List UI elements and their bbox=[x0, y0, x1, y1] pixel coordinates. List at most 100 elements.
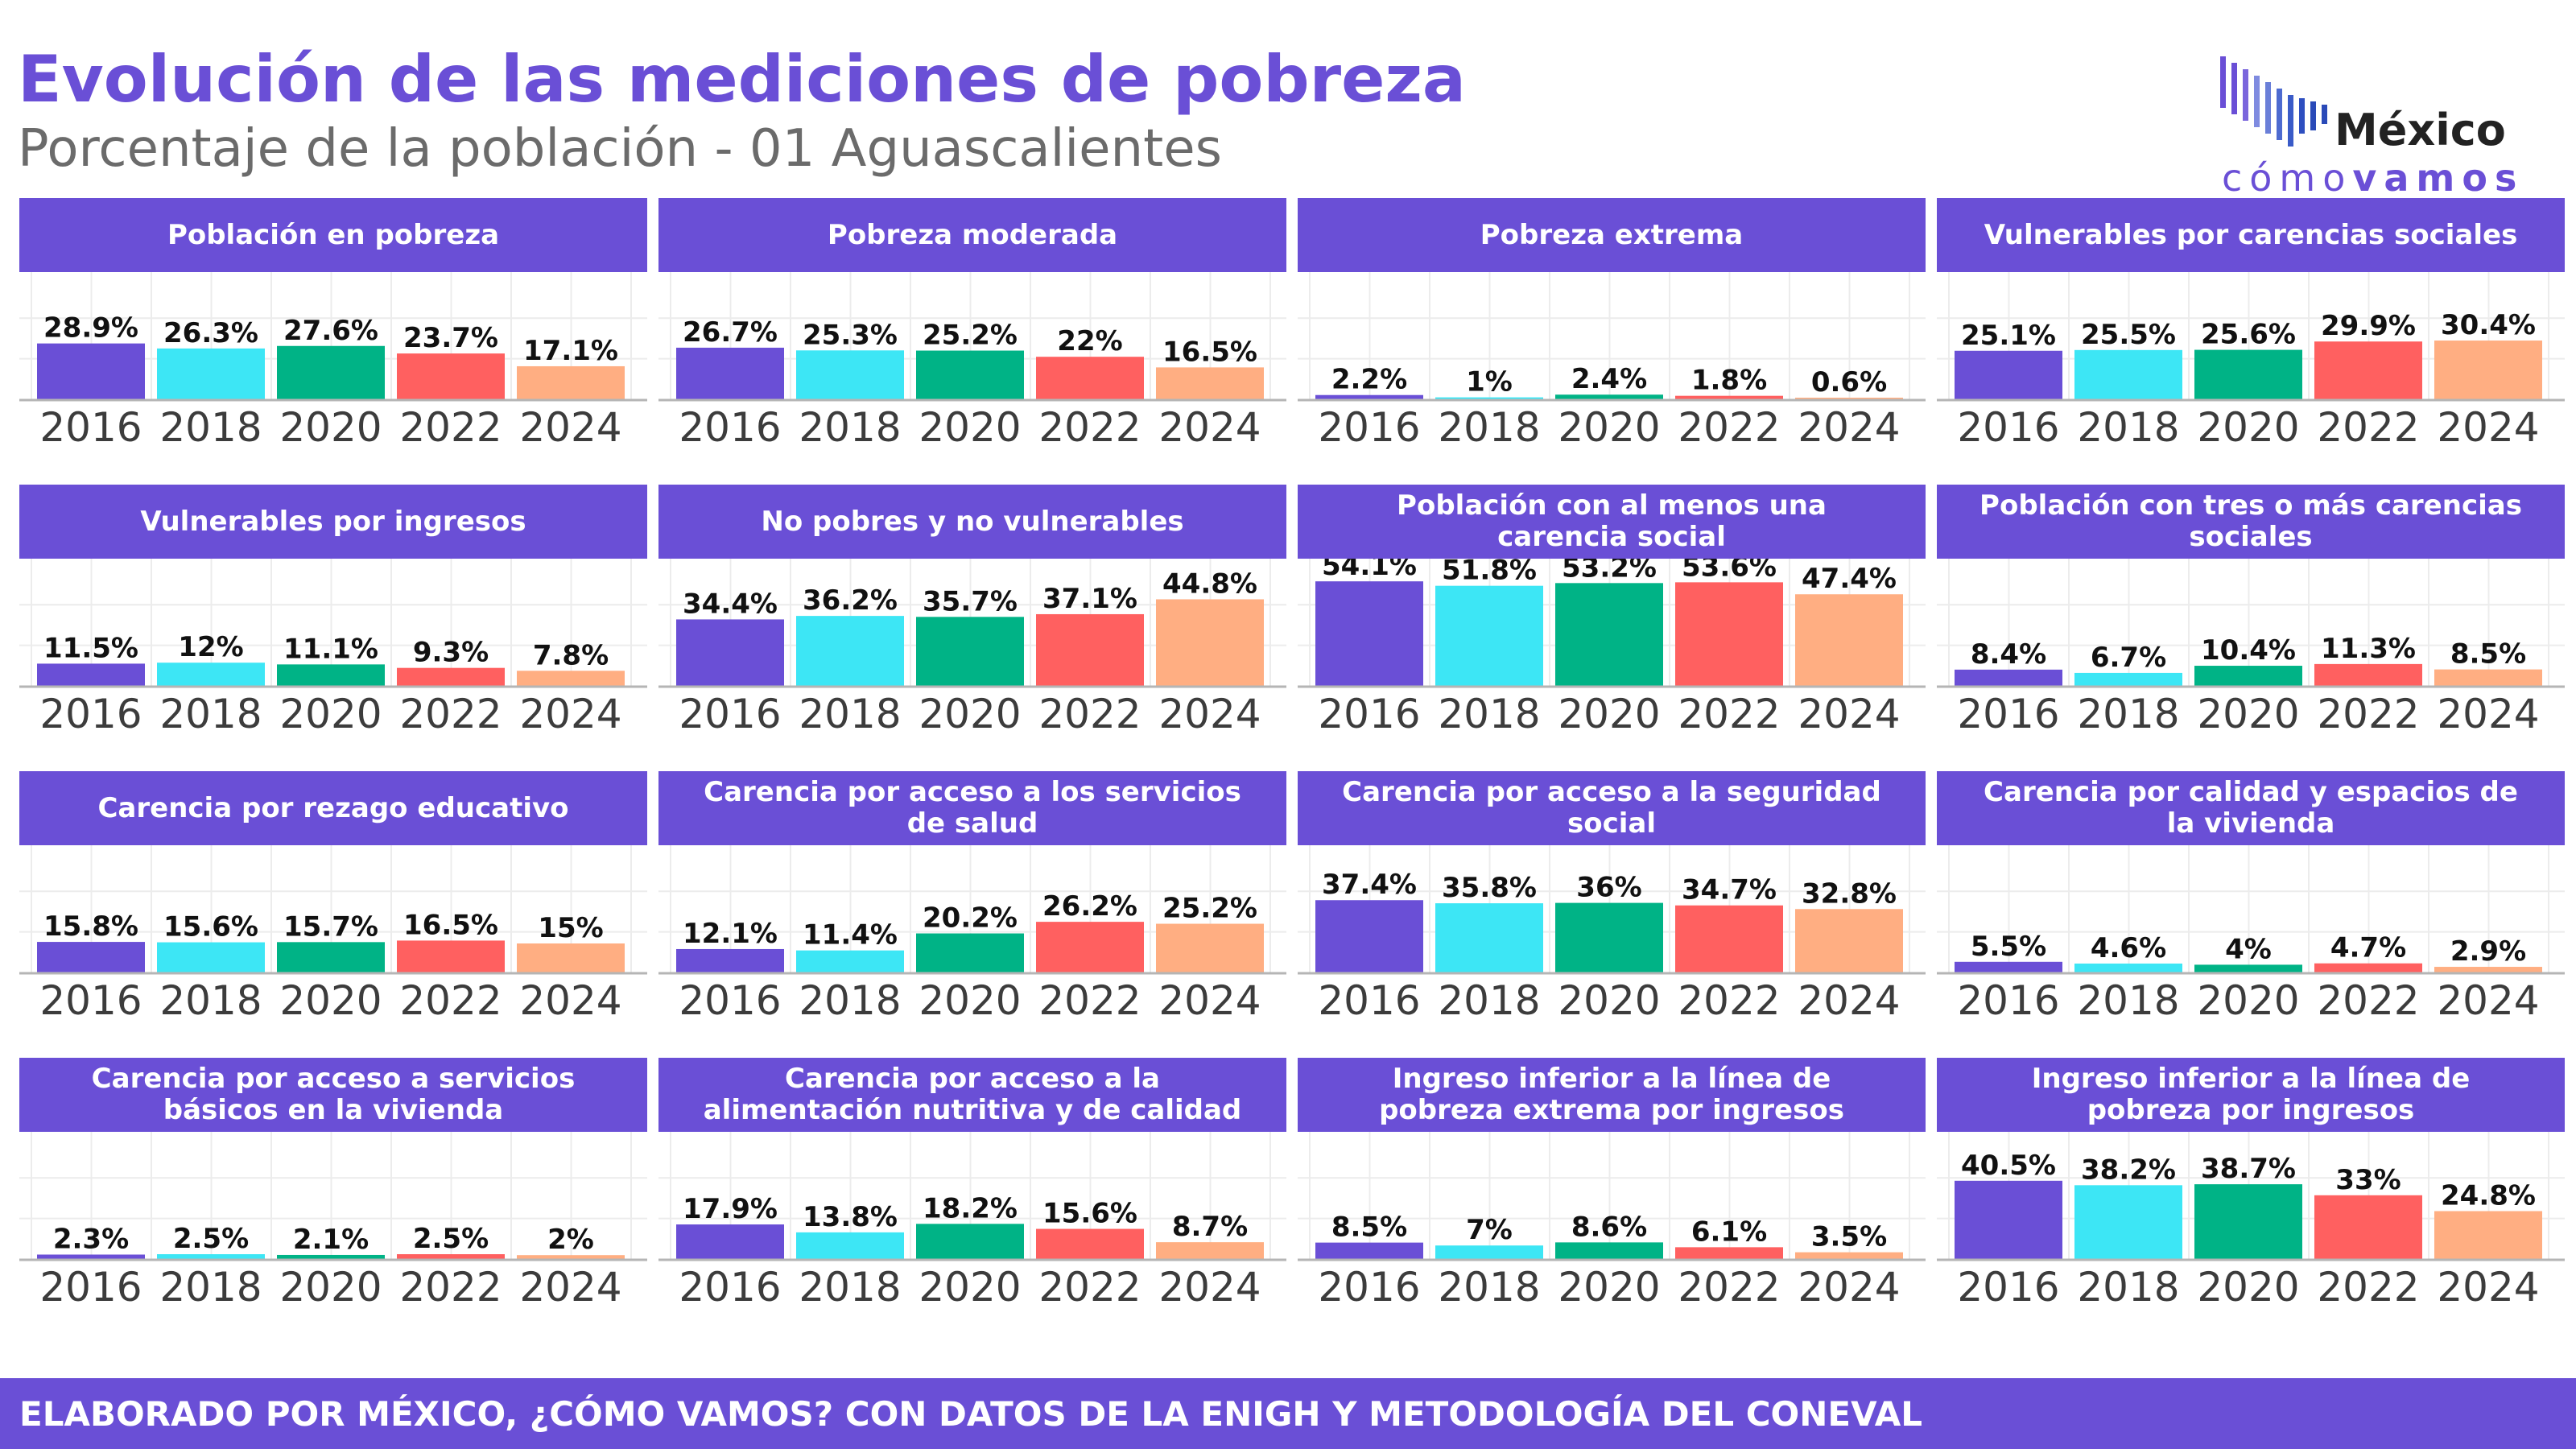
chart-panel: Carencia por calidad y espacios de la vi… bbox=[1937, 771, 2565, 1055]
data-label: 12.1% bbox=[683, 918, 778, 950]
data-label: 36.2% bbox=[803, 584, 898, 617]
x-tick-label: 2020 bbox=[2197, 1264, 2299, 1311]
data-label: 2% bbox=[547, 1224, 594, 1256]
data-label: 8.4% bbox=[1971, 638, 2046, 671]
bar bbox=[2194, 666, 2302, 686]
logo-tag-bold: vamos bbox=[2352, 156, 2524, 200]
data-label: 4% bbox=[2225, 933, 2272, 965]
data-label: 1% bbox=[1466, 366, 1513, 398]
bar bbox=[1555, 902, 1663, 972]
x-tick-label: 2016 bbox=[679, 404, 781, 451]
bar bbox=[1555, 1242, 1663, 1259]
data-label: 35.8% bbox=[1442, 872, 1537, 904]
data-label: 25.2% bbox=[1162, 893, 1257, 925]
data-label: 12% bbox=[178, 631, 243, 663]
logo-tagline: cómovamos bbox=[2222, 156, 2524, 200]
chart-panel: Carencia por acceso a la seguridad socia… bbox=[1298, 771, 1926, 1055]
data-label: 17.1% bbox=[523, 335, 618, 367]
x-tick-label: 2024 bbox=[2437, 404, 2539, 451]
x-tick-label: 2020 bbox=[279, 691, 382, 737]
bar bbox=[2194, 964, 2302, 972]
chart-title: Carencia por calidad y espacios de la vi… bbox=[1937, 771, 2565, 845]
chart-panel: Ingreso inferior a la línea de pobreza e… bbox=[1298, 1058, 1926, 1341]
bar bbox=[2434, 341, 2542, 399]
bar bbox=[676, 1224, 784, 1259]
bar bbox=[796, 350, 904, 399]
page-title: Evolución de las mediciones de pobreza bbox=[18, 42, 1466, 117]
bar bbox=[1156, 367, 1264, 399]
x-tick-label: 2018 bbox=[2077, 977, 2179, 1024]
x-tick-label: 2016 bbox=[1318, 977, 1420, 1024]
chart-title: Pobreza extrema bbox=[1298, 198, 1926, 272]
x-tick-label: 2018 bbox=[1438, 1264, 1540, 1311]
data-label: 33% bbox=[2335, 1164, 2401, 1196]
bar bbox=[676, 619, 784, 686]
bar bbox=[676, 948, 784, 972]
x-tick-label: 2016 bbox=[1318, 404, 1420, 451]
data-label: 2.9% bbox=[2450, 935, 2526, 968]
bar-chart: 17.9% 2016 13.8% 2018 18.2% 2020 15.6% 2022 8.7%… bbox=[658, 1132, 1286, 1311]
data-label: 11.3% bbox=[2321, 633, 2416, 665]
chart-title: Carencia por acceso a la seguridad socia… bbox=[1298, 771, 1926, 845]
chart-panel: Carencia por acceso a servicios básicos … bbox=[19, 1058, 647, 1341]
bar bbox=[1555, 583, 1663, 686]
data-label: 26.7% bbox=[683, 316, 778, 349]
chart-title: Carencia por acceso a los servicios de s… bbox=[658, 771, 1286, 845]
chart-panel: Carencia por acceso a los servicios de s… bbox=[658, 771, 1286, 1055]
data-label: 11.1% bbox=[283, 633, 378, 665]
data-label: 9.3% bbox=[413, 637, 489, 669]
mexico-como-vamos-logo: México cómovamos bbox=[2206, 48, 2544, 201]
bar bbox=[37, 663, 145, 686]
bar bbox=[1156, 599, 1264, 686]
data-label: 34.4% bbox=[683, 588, 778, 620]
bar bbox=[277, 345, 385, 399]
x-tick-label: 2016 bbox=[679, 977, 781, 1024]
chart-title: Carencia por acceso a la alimentación nu… bbox=[658, 1058, 1286, 1132]
data-label: 5.5% bbox=[1971, 931, 2046, 963]
bar bbox=[517, 1255, 625, 1259]
x-tick-label: 2018 bbox=[2077, 404, 2179, 451]
x-tick-label: 2022 bbox=[1038, 404, 1141, 451]
bar bbox=[1036, 1228, 1144, 1259]
x-tick-label: 2018 bbox=[1438, 691, 1540, 737]
x-tick-label: 2016 bbox=[39, 1264, 142, 1311]
data-label: 16.5% bbox=[403, 909, 498, 941]
x-tick-label: 2022 bbox=[1678, 691, 1780, 737]
x-tick-label: 2020 bbox=[1558, 691, 1660, 737]
chart-panel: Carencia por rezago educativo 15.8% 2016 15… bbox=[19, 771, 647, 1055]
x-tick-label: 2024 bbox=[2437, 1264, 2539, 1311]
x-tick-label: 2020 bbox=[279, 977, 382, 1024]
chart-title: No pobres y no vulnerables bbox=[658, 485, 1286, 559]
data-label: 37.1% bbox=[1042, 583, 1137, 615]
data-label: 8.7% bbox=[1172, 1211, 1248, 1243]
data-label: 15.7% bbox=[283, 910, 378, 943]
x-tick-label: 2016 bbox=[39, 691, 142, 737]
x-tick-label: 2022 bbox=[2317, 691, 2419, 737]
bar-chart: 26.7% 2016 25.3% 2018 25.2% 2020 22% 2022 16.5% 2… bbox=[658, 272, 1286, 451]
x-tick-label: 2016 bbox=[1318, 691, 1420, 737]
bar-chart: 37.4% 2016 35.8% 2018 36% 2020 34.7% 2022 32.8% 2… bbox=[1298, 845, 1926, 1024]
bar bbox=[1315, 581, 1423, 686]
bar bbox=[676, 347, 784, 399]
bar bbox=[277, 1254, 385, 1259]
bar bbox=[2434, 967, 2542, 972]
bar bbox=[2314, 963, 2422, 972]
chart-panel: Vulnerables por carencias sociales 25.1% 2… bbox=[1937, 198, 2565, 481]
x-tick-label: 2020 bbox=[919, 404, 1021, 451]
bar bbox=[1036, 922, 1144, 972]
data-label: 11.5% bbox=[43, 632, 138, 664]
data-label: 3.5% bbox=[1811, 1221, 1887, 1253]
x-tick-label: 2022 bbox=[1038, 691, 1141, 737]
bar bbox=[397, 667, 505, 686]
data-label: 53.6% bbox=[1682, 559, 1777, 583]
x-tick-label: 2018 bbox=[799, 977, 901, 1024]
x-tick-label: 2024 bbox=[1798, 1264, 1900, 1311]
footer-credit: ELABORADO POR MÉXICO, ¿CÓMO VAMOS? CON D… bbox=[19, 1394, 1923, 1434]
data-label: 2.4% bbox=[1571, 363, 1647, 395]
data-label: 13.8% bbox=[803, 1201, 898, 1233]
bar bbox=[1795, 398, 1903, 399]
x-tick-label: 2018 bbox=[159, 691, 262, 737]
data-label: 26.2% bbox=[1042, 890, 1137, 923]
bar-chart: 34.4% 2016 36.2% 2018 35.7% 2020 37.1% 2022 44.8… bbox=[658, 559, 1286, 737]
data-label: 54.1% bbox=[1322, 559, 1417, 582]
